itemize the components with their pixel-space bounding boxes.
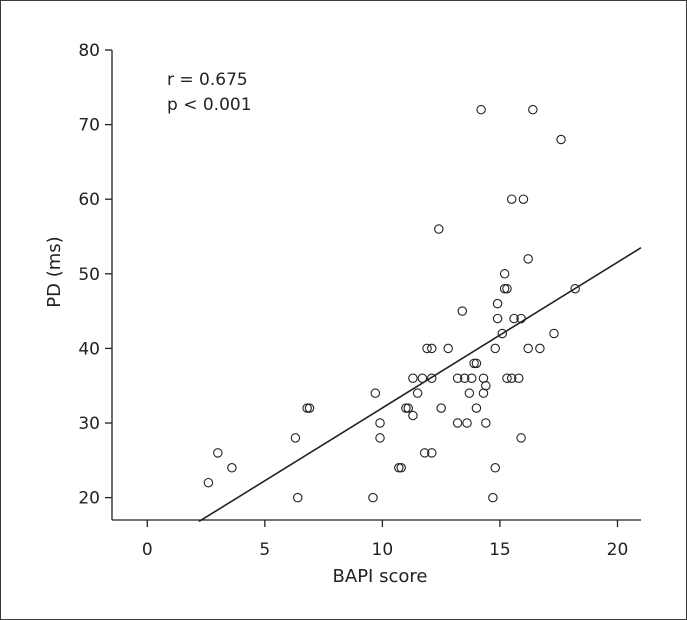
- data-point: [394, 463, 404, 473]
- data-point: [570, 283, 580, 294]
- y-tick-label: 40: [78, 339, 100, 359]
- plot-area: 0 5 10 15 20 20 30 40 50 60 70 80: [78, 41, 642, 560]
- y-tick-label: 20: [78, 489, 100, 509]
- data-point: [203, 477, 214, 488]
- regression-line: [198, 247, 642, 523]
- data-point: [443, 343, 453, 354]
- data-point: [401, 403, 411, 413]
- data-point: [412, 388, 423, 398]
- y-tick-label: 80: [78, 41, 100, 61]
- y-tick-label: 70: [78, 116, 100, 136]
- data-point: [506, 194, 517, 204]
- data-point: [471, 403, 482, 413]
- data-point: [227, 463, 237, 473]
- data-point: [466, 373, 477, 384]
- y-tick-label: 50: [78, 265, 100, 285]
- data-point: [535, 343, 545, 354]
- data-point: [436, 403, 446, 413]
- data-point: [427, 373, 437, 384]
- annotation-r: r = 0.675: [167, 70, 248, 90]
- data-point: [513, 373, 524, 384]
- data-point: [471, 358, 482, 369]
- x-tick-label: 15: [489, 540, 511, 560]
- data-point: [462, 418, 472, 428]
- y-tick-label: 60: [78, 190, 100, 210]
- data-point: [452, 418, 463, 428]
- data-point: [403, 403, 413, 413]
- data-point: [499, 283, 510, 294]
- data-point: [292, 492, 303, 503]
- data-point: [509, 313, 519, 324]
- data-point: [506, 373, 517, 384]
- data-point: [213, 448, 223, 458]
- x-tick-label: 0: [142, 540, 153, 560]
- data-point: [464, 388, 475, 398]
- data-point: [497, 328, 508, 339]
- data-point: [488, 492, 498, 503]
- data-point: [375, 418, 385, 428]
- y-tick-label: 30: [78, 414, 100, 434]
- data-point: [302, 403, 312, 413]
- data-point: [502, 283, 512, 294]
- data-point: [375, 433, 385, 443]
- data-point: [368, 492, 378, 503]
- data-point: [502, 373, 512, 384]
- x-tick-label: 20: [607, 540, 629, 560]
- data-point: [490, 463, 500, 473]
- data-point: [419, 448, 430, 458]
- data-point: [304, 403, 315, 413]
- data-point: [422, 343, 432, 354]
- data-point: [556, 134, 566, 145]
- data-point: [516, 433, 526, 443]
- data-point: [452, 373, 463, 384]
- x-tick-label: 10: [372, 540, 394, 560]
- x-tick-label: 5: [259, 540, 270, 560]
- data-point: [434, 224, 444, 234]
- x-axis-title: BAPI score: [333, 566, 428, 587]
- data-point: [523, 254, 533, 264]
- data-point: [476, 104, 486, 115]
- data-point: [490, 343, 500, 354]
- data-point: [481, 380, 491, 391]
- data-point: [469, 358, 479, 369]
- data-point: [481, 418, 491, 428]
- data-point: [408, 410, 418, 421]
- data-point: [457, 306, 468, 316]
- data-point: [492, 313, 503, 324]
- data-point: [290, 433, 301, 443]
- data-point: [518, 194, 529, 204]
- data-point: [499, 269, 510, 279]
- data-point: [528, 104, 538, 115]
- y-axis-title: PD (ms): [44, 236, 65, 307]
- data-point: [492, 298, 503, 309]
- data-point: [408, 373, 418, 384]
- data-point: [523, 343, 533, 354]
- data-point: [427, 448, 437, 458]
- data-point: [370, 388, 381, 398]
- data-point: [459, 373, 470, 384]
- data-point: [549, 328, 559, 339]
- annotation-p: p < 0.001: [167, 95, 252, 115]
- data-point: [396, 463, 406, 473]
- data-point: [427, 343, 437, 354]
